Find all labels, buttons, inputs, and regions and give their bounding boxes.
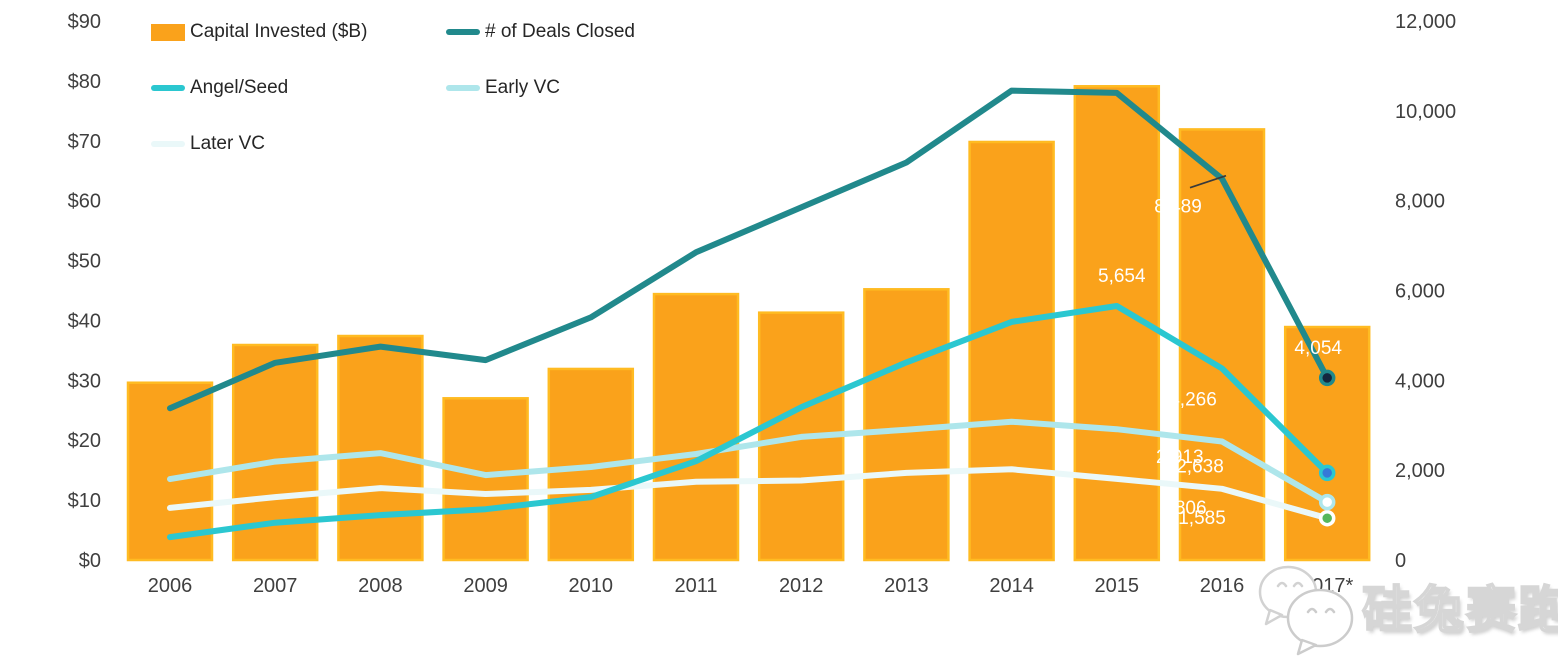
point-data-label: 5,654 [1098, 266, 1146, 287]
legend-item-angel-seed: Angel/Seed [151, 77, 289, 98]
x-axis-category-label: 2015 [1095, 575, 1140, 597]
right-axis-tick-label: 12,000 [1395, 11, 1456, 33]
legend-line-swatch [446, 85, 480, 91]
left-axis-tick-label: $30 [68, 370, 101, 392]
line--of-deals-closed [167, 87, 1331, 412]
x-axis-category-label: 2014 [989, 575, 1034, 597]
legend-label: Angel/Seed [190, 77, 289, 98]
legend-label: Later VC [190, 133, 265, 154]
x-axis-category-label: 2007 [253, 575, 298, 597]
legend-label: Early VC [485, 77, 560, 98]
left-axis-tick-label: $50 [68, 251, 101, 273]
legend-item-capital-invested-b-: Capital Invested ($B) [151, 21, 368, 42]
x-axis-category-label: 2011 [674, 575, 717, 597]
point-data-label: 4,266 [1169, 389, 1217, 410]
endpoint-marker--of-deals-closed [1318, 369, 1336, 387]
endpoint-marker-later-vc [1318, 509, 1336, 527]
left-axis-tick-label: $0 [79, 550, 101, 572]
left-axis-tick-label: $20 [68, 430, 101, 452]
bar-2014 [968, 140, 1055, 562]
line-angel-seed [167, 303, 1331, 541]
point-data-label: 2,913 [1156, 447, 1204, 468]
left-axis-tick-label: $60 [68, 191, 101, 213]
left-axis-tick-label: $10 [68, 490, 101, 512]
point-data-label: 2,638 [1176, 457, 1224, 478]
left-axis-tick-label: $80 [68, 71, 101, 93]
right-axis-tick-label: 4,000 [1395, 370, 1445, 392]
legend-item-later-vc: Later VC [151, 133, 265, 154]
line-early-vc [167, 418, 1331, 506]
legend-line-swatch [151, 85, 185, 91]
right-axis-tick-label: 6,000 [1395, 281, 1445, 303]
legend-bar-swatch [151, 23, 185, 41]
right-axis-tick-label: 2,000 [1395, 460, 1445, 482]
x-axis-category-label: 2008 [358, 575, 403, 597]
endpoint-marker-early-vc [1318, 493, 1336, 511]
point-data-label: 8,489 [1154, 197, 1202, 218]
x-axis-category-label: 2017* [1301, 575, 1353, 597]
legend-line-swatch [446, 29, 480, 35]
x-axis-category-label: 2010 [569, 575, 614, 597]
right-axis-tick-label: 8,000 [1395, 191, 1445, 213]
right-axis-tick-label: 0 [1395, 550, 1406, 572]
endpoint-marker-angel-seed [1318, 464, 1336, 482]
left-axis-tick-label: $40 [68, 310, 101, 332]
x-axis-category-label: 2009 [463, 575, 508, 597]
legend-label: Capital Invested ($B) [190, 21, 368, 42]
legend-line-swatch [151, 141, 185, 147]
x-axis-category-label: 2012 [779, 575, 824, 597]
x-axis-category-label: 2006 [148, 575, 193, 597]
legend-item-early-vc: Early VC [446, 77, 560, 98]
point-data-label: 4,054 [1294, 338, 1342, 359]
label-leader-line [1189, 174, 1227, 189]
legend-item--of-deals-closed: # of Deals Closed [446, 21, 635, 42]
legend-label: # of Deals Closed [485, 21, 635, 42]
line-later-vc [167, 466, 1331, 522]
left-axis-tick-label: $70 [68, 131, 101, 153]
bar-2008 [337, 334, 424, 562]
right-axis-tick-label: 10,000 [1395, 101, 1456, 123]
left-axis-tick-label: $90 [68, 11, 101, 33]
bar-2011 [652, 292, 740, 562]
point-data-label: 1,585 [1178, 508, 1226, 529]
x-axis-category-label: 2016 [1200, 575, 1245, 597]
x-axis-category-label: 2013 [884, 575, 929, 597]
bar-2009 [442, 397, 529, 562]
point-data-label: 1,806 [1159, 498, 1207, 519]
